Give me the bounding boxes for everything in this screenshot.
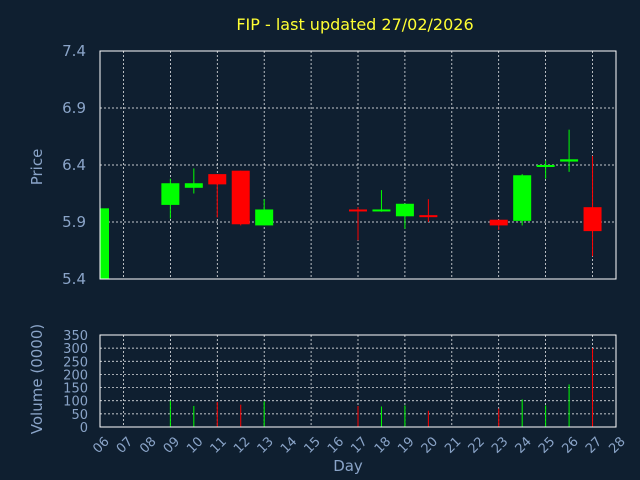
day-tick-label: 06 (90, 434, 112, 456)
day-tick-label: 21 (442, 434, 464, 456)
volume-tick-label: 150 (63, 382, 88, 397)
day-tick-label: 19 (395, 434, 417, 456)
day-tick-label: 23 (489, 434, 511, 456)
volume-tick-label: 200 (63, 368, 88, 383)
volume-tick-label: 350 (63, 329, 88, 344)
day-tick-label: 18 (372, 434, 394, 456)
candle-body (536, 165, 555, 167)
candle-body (560, 159, 579, 162)
candle-body (100, 208, 109, 279)
day-tick-label: 20 (419, 434, 441, 456)
price-tick-label: 7.4 (62, 42, 86, 60)
day-tick-label: 07 (114, 434, 136, 456)
candle-body (489, 219, 508, 226)
candle-body (395, 203, 414, 217)
volume-tick-label: 50 (71, 408, 88, 423)
candle-body (208, 174, 227, 185)
volume-tick-label: 300 (63, 342, 88, 357)
price-tick-label: 5.9 (62, 213, 86, 231)
volume-bars (169, 348, 594, 427)
volume-tick-label: 0 (80, 421, 88, 436)
day-tick-label: 08 (137, 434, 159, 456)
day-tick-label: 13 (255, 434, 277, 456)
day-tick-label: 27 (583, 434, 605, 456)
day-tick-label: 15 (301, 434, 323, 456)
day-tick-label: 12 (231, 434, 253, 456)
price-tick-label: 6.9 (62, 99, 86, 117)
price-candles (99, 129, 602, 279)
candle-body (372, 209, 391, 212)
candle-body (419, 215, 438, 218)
volume-axis-label: Volume (0000) (28, 324, 46, 434)
price-tick-label: 6.4 (62, 156, 86, 174)
volume-tick-label: 100 (63, 395, 88, 410)
price-axis-label: Price (28, 149, 46, 186)
day-tick-label: 16 (325, 434, 347, 456)
candle-body (349, 209, 367, 212)
volume-grid (100, 335, 616, 427)
day-tick-label: 28 (606, 434, 628, 456)
chart-title: FIP - last updated 27/02/2026 (236, 15, 473, 34)
day-tick-label: 25 (536, 434, 558, 456)
day-tick-label: 22 (466, 434, 488, 456)
price-plot-frame (99, 50, 617, 280)
candle-body (184, 183, 203, 188)
day-tick-label: 09 (161, 434, 183, 456)
candle-body (231, 170, 250, 225)
candle-body (161, 183, 180, 205)
day-axis-label: Day (333, 457, 363, 475)
candle-body (255, 209, 274, 226)
candle-body (513, 175, 532, 221)
price-tick-label: 5.4 (62, 270, 86, 288)
day-tick-label: 26 (559, 434, 581, 456)
candle-body (583, 207, 602, 232)
volume-tick-label: 250 (63, 355, 88, 370)
volume-plot-frame (99, 334, 617, 428)
day-tick-label: 17 (348, 434, 370, 456)
day-tick-label: 10 (184, 434, 206, 456)
day-tick-label: 11 (208, 434, 230, 456)
price-y-ticks: 7.4 6.9 6.4 5.9 5.4 (62, 42, 86, 288)
day-tick-label: 24 (513, 434, 535, 456)
day-x-ticks: 06 07 08 09 10 11 12 13 14 15 16 17 18 19 20 21 22 23 24 25… (90, 434, 628, 456)
day-tick-label: 14 (278, 434, 300, 456)
